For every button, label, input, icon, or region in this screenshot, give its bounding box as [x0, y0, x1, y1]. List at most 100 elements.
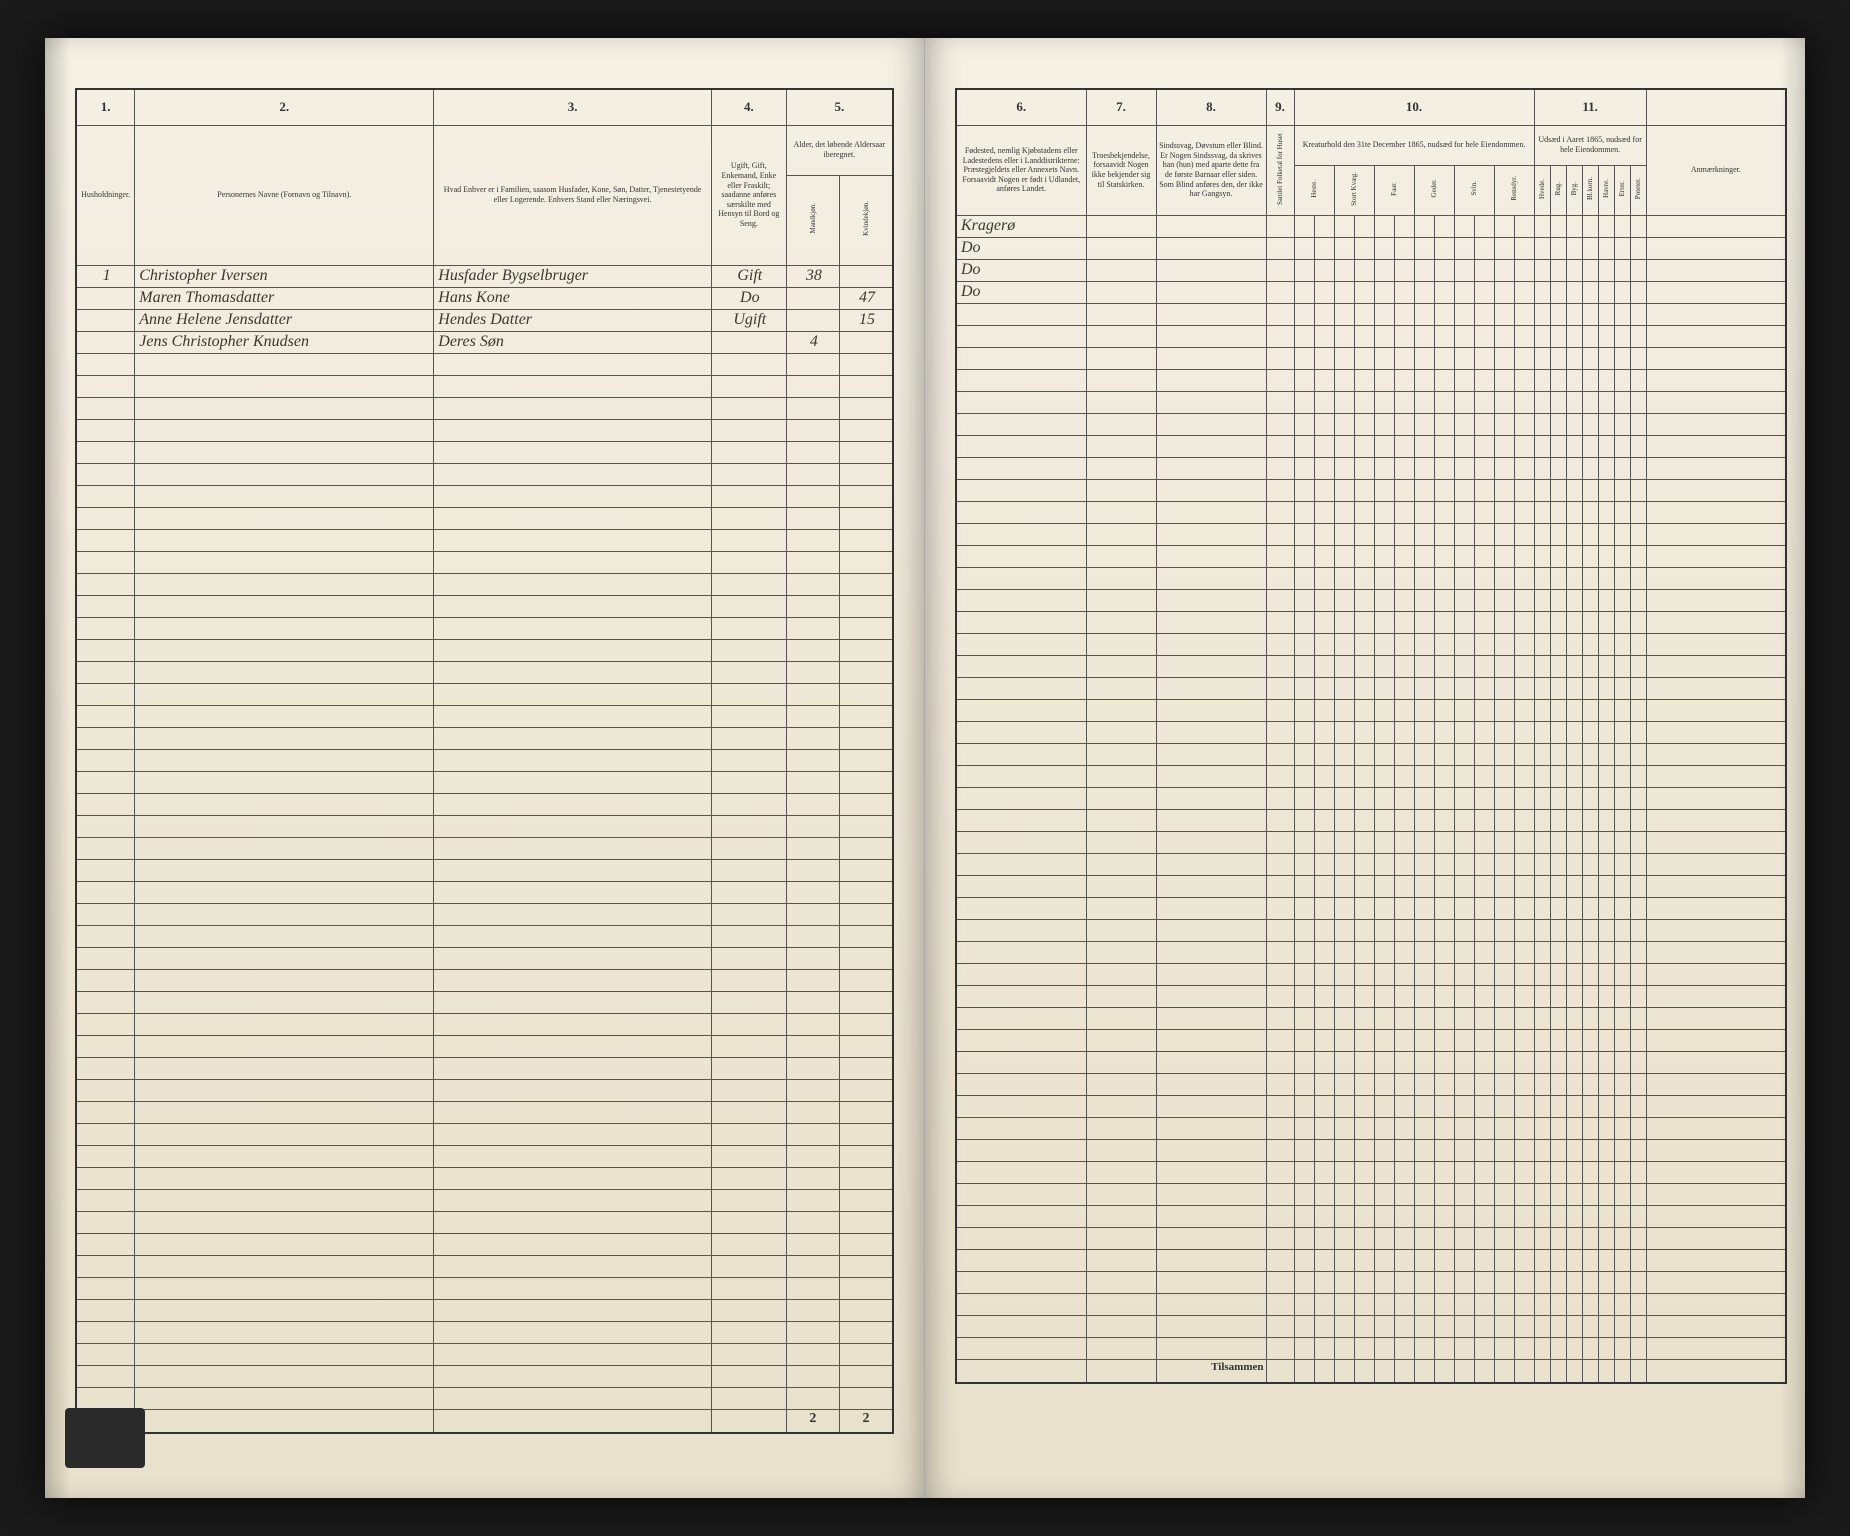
- hdr-remarks: Anmærkninger.: [1646, 125, 1786, 215]
- empty-row: [76, 375, 893, 397]
- col-num-10: 10.: [1294, 89, 1534, 125]
- table-row: 1Christopher IversenHusfader Bygselbruge…: [76, 265, 893, 287]
- col-num-7: 7.: [1086, 89, 1156, 125]
- empty-row: [76, 1057, 893, 1079]
- hdr-households: Husholdninger.: [76, 125, 135, 265]
- empty-row: [76, 485, 893, 507]
- empty-row: [76, 463, 893, 485]
- empty-row: [956, 303, 1786, 325]
- empty-row: [76, 793, 893, 815]
- hdr-status: Ugift, Gift, Enkemand, Enke eller Fraski…: [711, 125, 786, 265]
- empty-row: [956, 1161, 1786, 1183]
- livestock-subhdr: Geder.: [1414, 165, 1454, 215]
- empty-row: [76, 683, 893, 705]
- empty-row: [76, 1343, 893, 1365]
- empty-row: [76, 727, 893, 749]
- empty-row: [76, 1101, 893, 1123]
- seed-subhdr: Poteter.: [1630, 165, 1646, 215]
- empty-row: [76, 1277, 893, 1299]
- hdr-names: Personernes Navne (Fornavn og Tilnavn).: [135, 125, 434, 265]
- empty-row: [76, 1013, 893, 1035]
- right-table-body: KragerøDoDoDo: [956, 215, 1786, 1359]
- empty-row: [76, 353, 893, 375]
- empty-row: [76, 1189, 893, 1211]
- livestock-subhdr: Rensdyr.: [1494, 165, 1534, 215]
- left-table-body: 1Christopher IversenHusfader Bygselbruge…: [76, 265, 893, 1409]
- empty-row: [76, 1123, 893, 1145]
- empty-row: [956, 479, 1786, 501]
- empty-row: [76, 1387, 893, 1409]
- livestock-subhdr: Faar.: [1374, 165, 1414, 215]
- empty-row: [956, 1007, 1786, 1029]
- col-num-11: 11.: [1534, 89, 1646, 125]
- hdr-age: Alder, det løbende Aldersaar iberegnet.: [786, 125, 893, 175]
- empty-row: [956, 1315, 1786, 1337]
- seed-subhdr: Havre.: [1598, 165, 1614, 215]
- empty-row: [76, 881, 893, 903]
- empty-row: [76, 507, 893, 529]
- empty-row: [956, 633, 1786, 655]
- hdr-seed: Udsæd i Aaret 1865, nudsæd for hele Eien…: [1534, 125, 1646, 165]
- empty-row: [76, 1079, 893, 1101]
- empty-row: [956, 501, 1786, 523]
- empty-row: [956, 1271, 1786, 1293]
- hdr-female: Kvindekjøn.: [840, 175, 893, 265]
- empty-row: [956, 325, 1786, 347]
- empty-row: [956, 809, 1786, 831]
- livestock-subhdr: Heste.: [1294, 165, 1334, 215]
- empty-row: [76, 1167, 893, 1189]
- empty-row: [76, 1211, 893, 1233]
- empty-row: [76, 1233, 893, 1255]
- hdr-birthplace: Fødested, nemlig Kjøbstadens eller Lades…: [956, 125, 1086, 215]
- empty-row: [956, 611, 1786, 633]
- empty-row: [76, 1255, 893, 1277]
- empty-row: [956, 655, 1786, 677]
- empty-row: [956, 523, 1786, 545]
- right-table: 6. 7. 8. 9. 10. 11. Fødested, nemlig Kjø…: [955, 88, 1787, 1384]
- empty-row: [956, 1139, 1786, 1161]
- empty-row: [956, 1095, 1786, 1117]
- empty-row: [76, 573, 893, 595]
- empty-row: [956, 1051, 1786, 1073]
- table-row: Do: [956, 259, 1786, 281]
- table-row: Maren ThomasdatterHans KoneDo47: [76, 287, 893, 309]
- empty-row: [956, 413, 1786, 435]
- empty-row: [76, 969, 893, 991]
- empty-row: [956, 677, 1786, 699]
- hdr-livestock: Kreaturhold den 31te December 1865, nuds…: [1294, 125, 1534, 165]
- left-page: 1. 2. 3. 4. 5. Husholdninger. Personerne…: [45, 38, 925, 1498]
- seed-subhdr: Erter.: [1614, 165, 1630, 215]
- livestock-subhdr: Svin.: [1454, 165, 1494, 215]
- hdr-total: Samlet Folketal for Huset: [1266, 125, 1294, 215]
- hdr-role: Hvad Enhver er i Familien, saasom Husfad…: [434, 125, 712, 265]
- col-blank: [1646, 89, 1786, 125]
- table-row: Anne Helene JensdatterHendes DatterUgift…: [76, 309, 893, 331]
- empty-row: [76, 551, 893, 573]
- empty-row: [76, 947, 893, 969]
- empty-row: [956, 765, 1786, 787]
- seed-subhdr: Hvede.: [1534, 165, 1550, 215]
- empty-row: [956, 391, 1786, 413]
- table-row: Jens Christopher KnudsenDeres Søn4: [76, 331, 893, 353]
- hdr-male: Mandkjøn.: [786, 175, 839, 265]
- empty-row: [76, 925, 893, 947]
- tilsammen-label: Tilsammen: [1156, 1359, 1266, 1383]
- empty-row: [956, 787, 1786, 809]
- empty-row: [956, 1227, 1786, 1249]
- col-num-1: 1.: [76, 89, 135, 125]
- hdr-faith: Troesbekjendelse, forsaavidt Nogen ikke …: [1086, 125, 1156, 215]
- empty-row: [956, 941, 1786, 963]
- empty-row: [76, 1145, 893, 1167]
- col-num-8: 8.: [1156, 89, 1266, 125]
- empty-row: [956, 721, 1786, 743]
- empty-row: [76, 1365, 893, 1387]
- empty-row: [956, 875, 1786, 897]
- empty-row: [76, 859, 893, 881]
- left-table: 1. 2. 3. 4. 5. Husholdninger. Personerne…: [75, 88, 894, 1434]
- seed-subhdr: Rug.: [1550, 165, 1566, 215]
- binding-tab: [65, 1408, 145, 1468]
- empty-row: [76, 1321, 893, 1343]
- seed-subhdr: Bl.korn.: [1582, 165, 1598, 215]
- hdr-disability: Sindssvag, Døvstum eller Blind. Er Nogen…: [1156, 125, 1266, 215]
- empty-row: [956, 1183, 1786, 1205]
